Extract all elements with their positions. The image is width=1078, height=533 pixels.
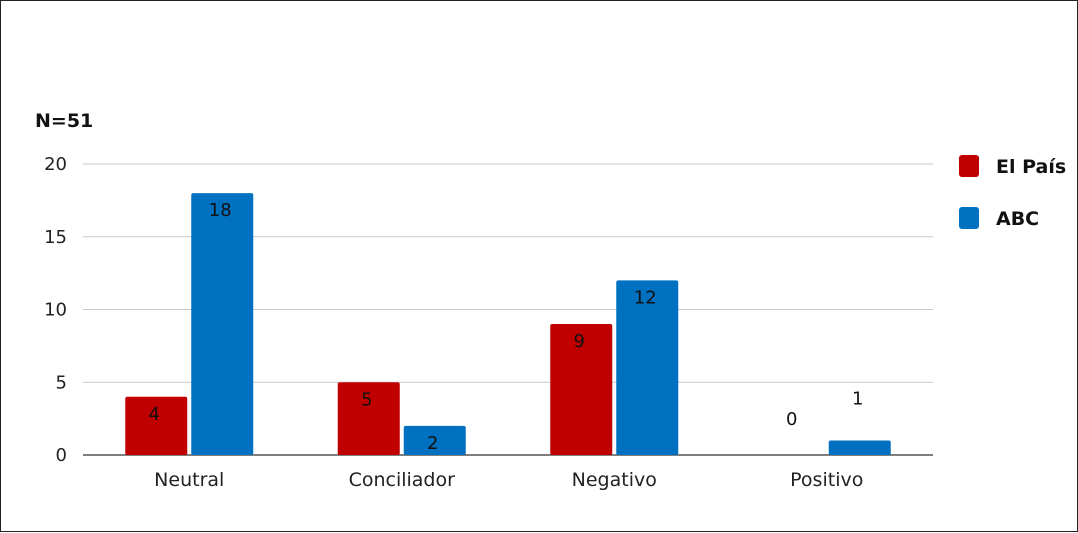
x-tick-label: Negativo [572, 469, 657, 491]
bar-el-país-negativo [550, 324, 613, 455]
legend: El País ABC [959, 155, 1066, 230]
data-label: 1 [852, 388, 863, 409]
bar-abc-negativo [616, 280, 679, 455]
bar-abc-neutral [191, 193, 254, 455]
chart-title: N=51 [35, 110, 93, 132]
data-label: 4 [149, 404, 160, 425]
legend-label: ABC [996, 208, 1039, 230]
x-tick-label: Positivo [790, 469, 863, 491]
legend-swatch [959, 207, 979, 229]
y-tick-label: 15 [44, 227, 67, 248]
bar-el-país-conciliador [337, 382, 400, 455]
y-tick-label: 20 [44, 154, 67, 175]
bar-abc-conciliador [403, 425, 466, 455]
data-label: 9 [574, 331, 585, 352]
data-label: 0 [786, 409, 797, 430]
x-tick-label: Neutral [154, 469, 224, 491]
data-label: 12 [634, 287, 657, 308]
y-tick-label: 0 [56, 445, 67, 466]
x-axis: Neutral Conciliador Negativo Positivo [154, 469, 863, 491]
legend-swatch [959, 155, 979, 177]
bar-el-país-neutral [125, 396, 188, 455]
data-label: 5 [361, 389, 372, 410]
bar-abc-positivo [828, 440, 891, 455]
bars: 4 18 5 2 9 12 0 1 [125, 193, 891, 455]
y-tick-label: 10 [44, 300, 67, 321]
legend-label: El País [996, 156, 1066, 178]
y-tick-label: 5 [56, 372, 67, 393]
y-axis: 0 5 10 15 20 [44, 154, 67, 466]
data-label: 18 [209, 200, 232, 221]
x-tick-label: Conciliador [349, 469, 456, 491]
data-label: 2 [427, 433, 438, 454]
